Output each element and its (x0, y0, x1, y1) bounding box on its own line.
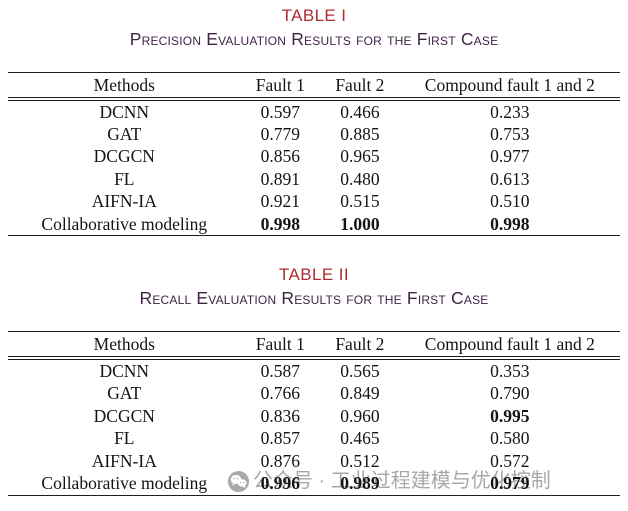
value-cell: 0.836 (260, 405, 301, 426)
value-cell: 0.921 (260, 191, 301, 212)
table-1-caption: Precision Evaluation Results for the Fir… (129, 29, 499, 49)
header-row: Methods Fault 1 Fault 2 Compound fault 1… (8, 331, 620, 361)
recall-results-table: Methods Fault 1 Fault 2 Compound fault 1… (8, 331, 620, 496)
col-header-methods: Methods (8, 72, 241, 101)
method-cell: DCGCN (93, 146, 155, 167)
table-1-section: TABLE I Precision Evaluation Results for… (0, 6, 628, 237)
method-cell: AIFN-IA (91, 450, 157, 471)
method-cell: Collaborative modeling (41, 213, 208, 234)
table-row: GAT 0.766 0.849 0.790 (8, 383, 620, 405)
value-cell: 0.766 (260, 383, 301, 404)
table-row: Collaborative modeling 0.996 0.989 0.979 (8, 472, 620, 495)
method-cell: DCNN (99, 101, 150, 122)
value-cell: 0.876 (260, 450, 301, 471)
value-cell: 0.856 (260, 146, 301, 167)
col-header-compound: Compound fault 1 and 2 (399, 331, 620, 361)
method-cell: AIFN-IA (91, 191, 157, 212)
value-cell: 0.587 (260, 361, 301, 382)
value-cell: 0.597 (260, 101, 301, 122)
value-cell: 0.979 (490, 472, 530, 493)
value-cell: 0.977 (490, 146, 530, 167)
table-row: AIFN-IA 0.921 0.515 0.510 (8, 191, 620, 213)
table-row: AIFN-IA 0.876 0.512 0.572 (8, 450, 620, 472)
value-cell: 0.965 (340, 146, 380, 167)
value-cell: 0.857 (260, 428, 301, 449)
value-cell: 0.885 (340, 124, 380, 145)
value-cell: 0.613 (490, 168, 530, 189)
value-cell: 0.995 (490, 405, 530, 426)
value-cell: 0.996 (260, 472, 301, 493)
value-cell: 0.233 (490, 101, 530, 122)
value-cell: 0.572 (490, 450, 530, 471)
method-cell: GAT (107, 383, 142, 404)
value-cell: 0.565 (340, 361, 380, 382)
col-header-fault1: Fault 1 (240, 72, 321, 101)
value-cell: 0.512 (340, 450, 380, 471)
value-cell: 0.891 (260, 168, 301, 189)
table-2-section: TABLE II Recall Evaluation Results for t… (0, 265, 628, 496)
col-header-fault2: Fault 2 (320, 331, 400, 361)
col-header-fault2: Fault 2 (320, 72, 400, 101)
table-row: GAT 0.779 0.885 0.753 (8, 123, 620, 145)
table-row: Collaborative modeling 0.998 1.000 0.998 (8, 213, 620, 236)
col-header-compound: Compound fault 1 and 2 (399, 72, 620, 101)
table-row: DCGCN 0.836 0.960 0.995 (8, 405, 620, 427)
method-cell: FL (114, 428, 135, 449)
value-cell: 0.779 (260, 124, 301, 145)
method-cell: GAT (107, 124, 142, 145)
table-row: DCGCN 0.856 0.965 0.977 (8, 146, 620, 168)
page-content: TABLE I Precision Evaluation Results for… (0, 6, 628, 496)
value-cell: 0.480 (340, 168, 380, 189)
value-cell: 0.353 (490, 361, 530, 382)
value-cell: 0.790 (490, 383, 530, 404)
table-1-label: TABLE I (281, 6, 347, 25)
method-cell: DCGCN (93, 405, 155, 426)
table-row: DCNN 0.587 0.565 0.353 (8, 358, 620, 382)
value-cell: 0.510 (490, 191, 530, 212)
value-cell: 0.580 (490, 428, 530, 449)
method-cell: DCNN (99, 361, 150, 382)
value-cell: 0.849 (340, 383, 380, 404)
table-2-label: TABLE II (279, 265, 349, 285)
table-row: DCNN 0.597 0.466 0.233 (8, 99, 620, 123)
value-cell: 1.000 (340, 213, 380, 234)
col-header-methods: Methods (8, 331, 241, 361)
value-cell: 0.998 (490, 213, 530, 234)
value-cell: 0.989 (340, 472, 380, 493)
value-cell: 0.998 (260, 213, 301, 234)
method-cell: FL (114, 168, 135, 189)
precision-results-table: Methods Fault 1 Fault 2 Compound fault 1… (8, 72, 620, 237)
table-2-caption: Recall Evaluation Results for the First … (139, 288, 489, 309)
value-cell: 0.465 (340, 428, 380, 449)
value-cell: 0.753 (490, 124, 530, 145)
value-cell: 0.515 (340, 191, 380, 212)
value-cell: 0.960 (340, 405, 380, 426)
value-cell: 0.466 (340, 101, 380, 122)
header-row: Methods Fault 1 Fault 2 Compound fault 1… (8, 72, 620, 101)
table-row: FL 0.891 0.480 0.613 (8, 168, 620, 190)
col-header-fault1: Fault 1 (240, 331, 321, 361)
table-row: FL 0.857 0.465 0.580 (8, 428, 620, 450)
method-cell: Collaborative modeling (41, 472, 208, 493)
